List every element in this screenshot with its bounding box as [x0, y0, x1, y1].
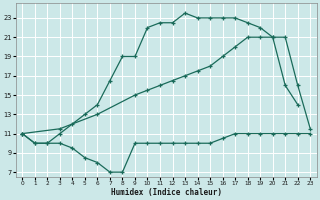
X-axis label: Humidex (Indice chaleur): Humidex (Indice chaleur) [111, 188, 222, 197]
